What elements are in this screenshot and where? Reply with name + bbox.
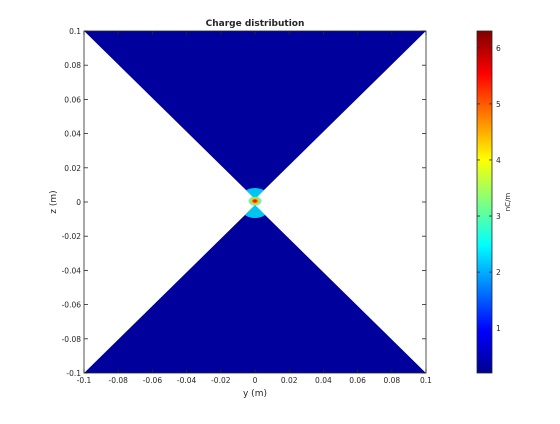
x-tick-label: 0.04 xyxy=(315,376,332,385)
y-tick-label: 0.06 xyxy=(64,95,81,104)
x-tick-label: -0.04 xyxy=(177,376,197,385)
colorbar-tick-label: 1 xyxy=(496,324,501,333)
y-tick-label: -0.06 xyxy=(62,301,82,310)
y-tick-label: 0.08 xyxy=(64,61,81,70)
y-tick-label: 0.02 xyxy=(64,164,81,173)
x-tick-label: 0.08 xyxy=(383,376,400,385)
y-axis-label: z (m) xyxy=(49,190,59,213)
x-tick-label: -0.02 xyxy=(211,376,231,385)
x-tick-label: -0.06 xyxy=(143,376,163,385)
colorbar xyxy=(476,30,493,374)
x-tick-label: 0.1 xyxy=(420,376,432,385)
lower-cone-base xyxy=(84,205,426,373)
y-tick-label: 0.04 xyxy=(64,130,81,139)
upper-cone-base xyxy=(84,31,426,199)
colorbar-tick-label: 4 xyxy=(496,156,501,165)
colorbar-tick-label: 5 xyxy=(496,100,501,109)
y-tick-label: -0.04 xyxy=(62,266,82,275)
colorbar-tick-label: 3 xyxy=(496,212,501,221)
colorbar-ticks: 1 2 3 4 5 6 xyxy=(477,44,501,333)
colorbar-tick-label: 2 xyxy=(496,268,501,277)
x-tick-label: 0 xyxy=(253,376,258,385)
x-axis-ticks: -0.1 -0.08 -0.06 -0.04 -0.02 0 0.02 0.04 0.06 0.0… xyxy=(77,31,432,385)
chart-title: Charge distribution xyxy=(206,19,305,29)
lower-cone-hot xyxy=(241,205,269,218)
x-tick-label: -0.08 xyxy=(108,376,128,385)
charge-peak xyxy=(248,196,262,206)
y-tick-label: -0.02 xyxy=(62,232,82,241)
y-tick-label: -0.08 xyxy=(62,335,82,344)
colorbar-label: nC/m xyxy=(504,193,512,212)
x-axis-label: y (m) xyxy=(243,389,267,399)
x-tick-label: 0.06 xyxy=(349,376,366,385)
y-axis-ticks: -0.1 -0.08 -0.06 -0.04 -0.02 0 0.02 0.04 0.06 0.0… xyxy=(62,27,426,378)
y-tick-label: 0 xyxy=(76,198,81,207)
y-tick-label: 0.1 xyxy=(69,27,81,36)
y-tick-label: -0.1 xyxy=(66,369,81,378)
x-tick-label: 0.02 xyxy=(281,376,298,385)
colorbar-tick-label: 6 xyxy=(496,44,501,53)
x-tick-label: -0.1 xyxy=(77,376,92,385)
